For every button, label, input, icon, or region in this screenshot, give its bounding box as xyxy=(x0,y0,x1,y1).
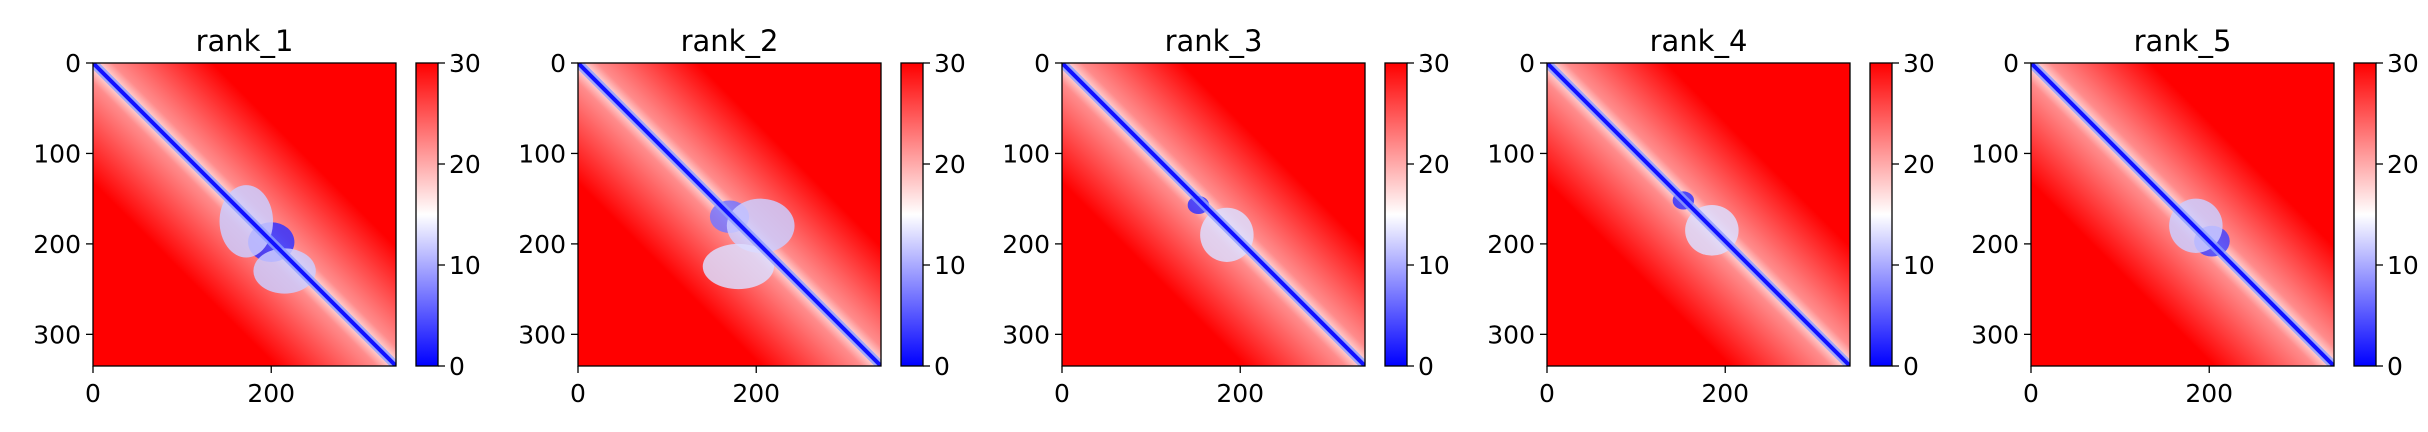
colorbar-tick-label: 10 xyxy=(1903,251,1935,280)
colorbar-tick-label: 10 xyxy=(1418,251,1450,280)
x-tick-label: 200 xyxy=(732,379,780,408)
colorbar-tick-label: 30 xyxy=(449,49,481,78)
x-tick-label: 0 xyxy=(2023,379,2039,408)
colorbar-tick-label: 20 xyxy=(2387,150,2419,179)
y-tick-label: 100 xyxy=(1487,139,1535,168)
colorbar-tick-label: 0 xyxy=(2387,352,2403,381)
axes-frame xyxy=(1546,62,1851,367)
heatmap-panel-5: rank_5 0 100 200 300 0 200 0 10 20 30 xyxy=(1971,24,2419,408)
x-tick-label: 200 xyxy=(1701,379,1749,408)
heatmap-diagonal xyxy=(1547,63,1850,366)
x-tick-label: 0 xyxy=(1539,379,1555,408)
heatmap-feature-2 xyxy=(1200,207,1254,262)
y-tick-label: 300 xyxy=(1971,320,2019,349)
y-tick-label: 100 xyxy=(518,139,566,168)
axes-frame xyxy=(577,62,882,367)
y-tick-label: 300 xyxy=(1487,320,1535,349)
colorbar-tick-label: 30 xyxy=(1903,49,1935,78)
y-tick-label: 0 xyxy=(65,49,81,78)
y-tick-label: 200 xyxy=(33,230,81,259)
y-tick-label: 200 xyxy=(1971,230,2019,259)
x-tick-label: 200 xyxy=(1216,379,1264,408)
colorbar-tick-label: 0 xyxy=(1903,352,1919,381)
colorbar-tick-label: 20 xyxy=(934,150,966,179)
heatmap-diagonal xyxy=(93,63,396,366)
heatmap-feature-2 xyxy=(726,198,795,253)
x-tick-label: 0 xyxy=(1054,379,1070,408)
colorbar xyxy=(2353,62,2377,367)
x-tick-label: 0 xyxy=(85,379,101,408)
y-tick-label: 200 xyxy=(1487,230,1535,259)
colorbar-tick-label: 0 xyxy=(449,352,465,381)
heatmap-image xyxy=(2031,63,2334,366)
heatmap-panel-1: rank_1 0 100 200 300 0 200 0 10 20 30 xyxy=(33,24,481,408)
y-tick-label: 300 xyxy=(518,320,566,349)
colorbar-tick-label: 30 xyxy=(934,49,966,78)
colorbar xyxy=(1384,62,1408,367)
y-tick-label: 0 xyxy=(2003,49,2019,78)
colorbar-tick-label: 10 xyxy=(934,251,966,280)
colorbar-tick-label: 20 xyxy=(1418,150,1450,179)
heatmap-image xyxy=(1547,63,1850,366)
chart-title: rank_4 xyxy=(1650,24,1748,58)
chart-title: rank_1 xyxy=(196,24,294,58)
y-tick-label: 0 xyxy=(1519,49,1535,78)
heatmap-diagonal xyxy=(2031,63,2334,366)
colorbar-tick-label: 10 xyxy=(449,251,481,280)
x-tick-label: 200 xyxy=(247,379,295,408)
chart-title: rank_2 xyxy=(681,24,779,58)
heatmap-feature-3 xyxy=(702,243,775,290)
heatmap-panel-4: rank_4 0 100 200 300 0 200 0 10 20 30 xyxy=(1487,24,1935,408)
y-tick-label: 100 xyxy=(1002,139,1050,168)
y-tick-label: 300 xyxy=(1002,320,1050,349)
x-tick-label: 200 xyxy=(2185,379,2233,408)
y-tick-label: 300 xyxy=(33,320,81,349)
heatmap-image xyxy=(93,63,396,366)
chart-title: rank_3 xyxy=(1165,24,1263,58)
colorbar xyxy=(1869,62,1893,367)
y-tick-label: 100 xyxy=(33,139,81,168)
heatmap-panel-2: rank_2 0 100 200 300 0 200 0 10 20 30 xyxy=(518,24,966,408)
y-tick-label: 0 xyxy=(1034,49,1050,78)
chart-title: rank_5 xyxy=(2134,24,2232,58)
x-tick-label: 0 xyxy=(570,379,586,408)
colorbar-tick-label: 30 xyxy=(2387,49,2419,78)
colorbar-tick-label: 0 xyxy=(1418,352,1434,381)
colorbar xyxy=(900,62,924,367)
heatmap-diagonal xyxy=(1062,63,1365,366)
heatmap-panel-3: rank_3 0 100 200 300 0 200 0 10 20 30 xyxy=(1002,24,1450,408)
heatmap-image xyxy=(1062,63,1365,366)
colorbar-tick-label: 10 xyxy=(2387,251,2419,280)
heatmap-feature-3 xyxy=(253,248,316,294)
heatmap-image xyxy=(578,63,881,366)
colorbar-tick-label: 20 xyxy=(449,150,481,179)
y-tick-label: 200 xyxy=(1002,230,1050,259)
colorbar-tick-label: 30 xyxy=(1418,49,1450,78)
colorbar-tick-label: 0 xyxy=(934,352,950,381)
y-tick-label: 200 xyxy=(518,230,566,259)
y-tick-label: 0 xyxy=(550,49,566,78)
heatmap-diagonal xyxy=(578,63,881,366)
axes-frame xyxy=(2030,62,2335,367)
y-tick-label: 100 xyxy=(1971,139,2019,168)
colorbar xyxy=(415,62,439,367)
colorbar-tick-label: 20 xyxy=(1903,150,1935,179)
axes-frame xyxy=(1061,62,1366,367)
axes-frame xyxy=(92,62,397,367)
